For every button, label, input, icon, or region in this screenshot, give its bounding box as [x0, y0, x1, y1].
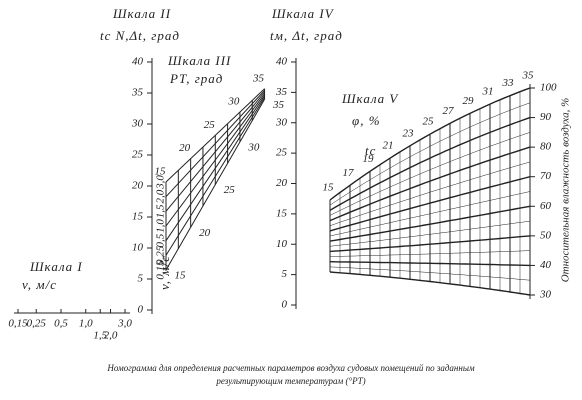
- t-tick-label: 19: [363, 153, 375, 165]
- pt-tick-label: 30: [247, 141, 260, 153]
- phi-tick-label: 60: [540, 200, 552, 212]
- v-tick-label: 0,25: [155, 245, 167, 265]
- t-tick-label: 33: [502, 77, 515, 89]
- scale-title: Шкала III: [167, 53, 231, 68]
- caption: Номограмма для определения расчетных пар…: [106, 363, 475, 373]
- v-tick-label: 2,0: [155, 189, 167, 203]
- tick-label: 20: [276, 177, 288, 189]
- phi-tick-label: 80: [540, 141, 552, 153]
- scale-label: PT, град: [169, 71, 223, 86]
- tick-label: 40: [132, 56, 144, 68]
- tick-label: 30: [131, 118, 144, 130]
- humidity-line: [329, 271, 531, 296]
- tick-label: 2,0: [104, 330, 118, 342]
- axis-title: Относительная влажность воздуха, %: [560, 98, 572, 283]
- pt-tick-label: 25: [224, 184, 236, 196]
- pt-tick-label: 30: [227, 96, 240, 108]
- scale-title: Шкала I: [29, 259, 83, 274]
- v-tick-label: 0,15: [155, 260, 167, 280]
- v-label: v, м/с: [157, 255, 172, 290]
- tick-label: 20: [132, 180, 144, 192]
- tick-label: 15: [276, 207, 288, 219]
- tick-label: 40: [276, 56, 288, 68]
- tick-label: 10: [132, 242, 144, 254]
- tick-label: 0,15: [8, 318, 28, 330]
- v-tick-label: 1,5: [155, 204, 167, 218]
- tick-label: 1,0: [79, 318, 93, 330]
- caption: результирующим температурам (°PT): [215, 376, 365, 386]
- t-tick-label: 15: [323, 182, 335, 194]
- tick-label: 0,25: [27, 318, 47, 330]
- scale-title: Шкала II: [112, 6, 171, 21]
- pt-tick-label: 20: [199, 227, 211, 239]
- tick-label: 10: [276, 238, 288, 250]
- phi-tick-label: 100: [540, 82, 557, 94]
- phi-tick-label: 50: [540, 229, 552, 241]
- scale-label: tс N,Δt, град: [100, 28, 180, 43]
- tick-label: 0: [282, 299, 288, 311]
- t-tick-label: 35: [522, 70, 535, 82]
- scale-label: φ, %: [352, 113, 381, 128]
- v-tick-label: 1,0: [155, 219, 167, 233]
- tick-label: 25: [132, 149, 144, 161]
- tick-label: 30: [275, 116, 288, 128]
- scale-label: v, м/с: [22, 277, 57, 292]
- tick-label: 3,0: [117, 318, 132, 330]
- tick-label: 5: [138, 273, 144, 285]
- pt-tick-label: 35: [252, 72, 265, 84]
- tick-label: 35: [275, 86, 288, 98]
- t-tick-label: 17: [343, 167, 355, 179]
- v-tick-label: 0,5: [155, 233, 167, 247]
- tick-label: 0,5: [54, 318, 68, 330]
- phi-tick-label: 70: [540, 170, 552, 182]
- pt-tick-label: 25: [204, 119, 216, 131]
- pt-tick-label: 15: [155, 166, 167, 178]
- pt-tick-label: 20: [179, 142, 191, 154]
- v-tick-label: 3,0: [155, 175, 167, 190]
- tick-label: 25: [276, 147, 288, 159]
- phi-tick-label: 40: [540, 259, 552, 271]
- t-tick-label: 31: [482, 86, 494, 98]
- tick-label: 35: [131, 87, 144, 99]
- tick-label: 1,5: [93, 330, 107, 342]
- phi-tick-label: 30: [539, 289, 552, 301]
- t-tick-label: 27: [443, 105, 455, 117]
- t-label: tс: [365, 143, 376, 158]
- tick-label: 5: [282, 268, 288, 280]
- pt-tick-label: 35: [272, 99, 285, 111]
- scale-title: Шкала V: [341, 91, 399, 106]
- phi-tick-label: 90: [540, 111, 552, 123]
- t-tick-label: 21: [383, 140, 394, 152]
- t-tick-label: 23: [403, 127, 415, 139]
- t-tick-label: 25: [423, 116, 435, 128]
- tick-label: 0: [138, 304, 144, 316]
- tick-label: 15: [132, 211, 144, 223]
- pt-tick-label: 15: [175, 270, 187, 282]
- scale-label: tм, Δt, град: [270, 28, 343, 43]
- t-tick-label: 29: [463, 95, 475, 107]
- scale-title: Шкала IV: [271, 6, 335, 21]
